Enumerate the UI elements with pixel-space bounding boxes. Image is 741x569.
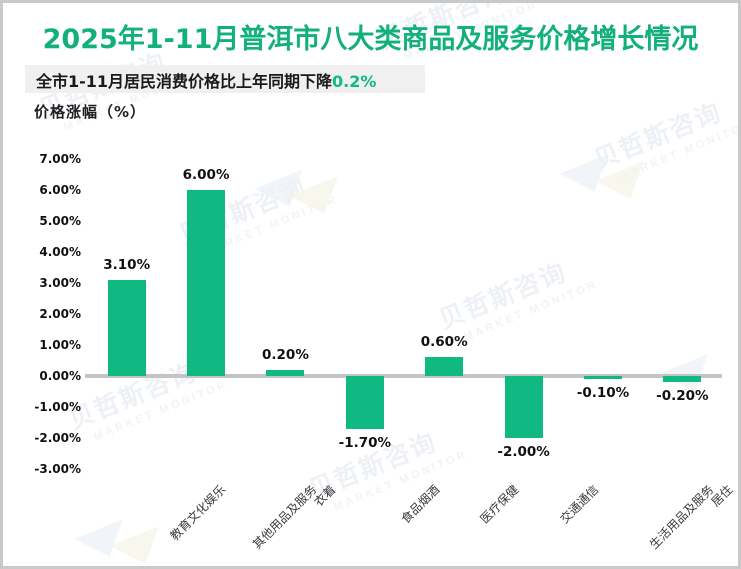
y-axis-tick-label: 0.00% [39,369,81,383]
subtitle: 全市1-11月居民消费价格比上年同期下降0.2% [36,68,376,92]
y-axis-tick-label: 5.00% [39,214,81,228]
subtitle-text: 全市1-11月居民消费价格比上年同期下降 [36,72,333,91]
x-axis-category-label: 医疗保健 [477,482,522,527]
bar[interactable] [504,376,543,438]
y-axis-tick-label: 6.00% [39,183,81,197]
y-axis-tick-label: 1.00% [39,338,81,352]
page-title: 2025年1-11月普洱市八大类商品及服务价格增长情况 [42,24,699,55]
bar[interactable] [583,376,622,380]
bar[interactable] [107,279,146,376]
bar[interactable] [345,376,384,429]
x-axis-category-label: 其他用品及服务 [250,482,320,552]
x-axis-category-label: 交通通信 [557,482,601,527]
bar[interactable] [425,357,464,376]
bar[interactable] [663,376,702,383]
bar[interactable] [187,190,226,376]
bar-value-label: 0.20% [262,346,309,363]
x-axis-category-label: 食品烟酒 [398,482,443,527]
bar-value-label: -0.10% [576,385,630,402]
x-axis-category-label: 衣着 [311,482,339,510]
subtitle-value: 0.2% [332,72,377,91]
x-axis-category-label: 教育文化娱乐 [167,482,229,544]
y-axis-tick-label: 2.00% [39,307,81,321]
bar-value-label: 0.60% [420,334,468,351]
bar-value-label: -2.00% [497,444,550,460]
y-axis-tick-label: -1.00% [34,400,81,414]
bar-value-label: -0.20% [656,388,709,405]
bar-chart-plot-area: 7.00% 6.00% 5.00% 4.00% 3.00% 2.00% 1.00% 0.00%… [3,3,738,566]
bar-value-label: -1.70% [338,434,392,451]
bar[interactable] [266,369,305,376]
bar-value-label: 6.00% [182,167,230,183]
bar-value-label: 3.10% [103,256,151,273]
zero-axis-line [85,374,722,378]
y-axis-tick-label: 4.00% [39,245,81,259]
y-axis-tick-label: -3.00% [34,462,81,476]
y-axis-tick-label: 3.00% [39,276,81,290]
x-axis-category-label: 居住 [708,482,736,510]
y-axis-tick-label: -2.00% [34,431,81,445]
subtitle-highlight-band [25,65,425,93]
x-axis-category-label: 生活用品及服务 [646,482,717,552]
y-axis-tick-label: 7.00% [39,152,81,166]
y-axis-title: 价格涨幅（%） [34,103,147,121]
